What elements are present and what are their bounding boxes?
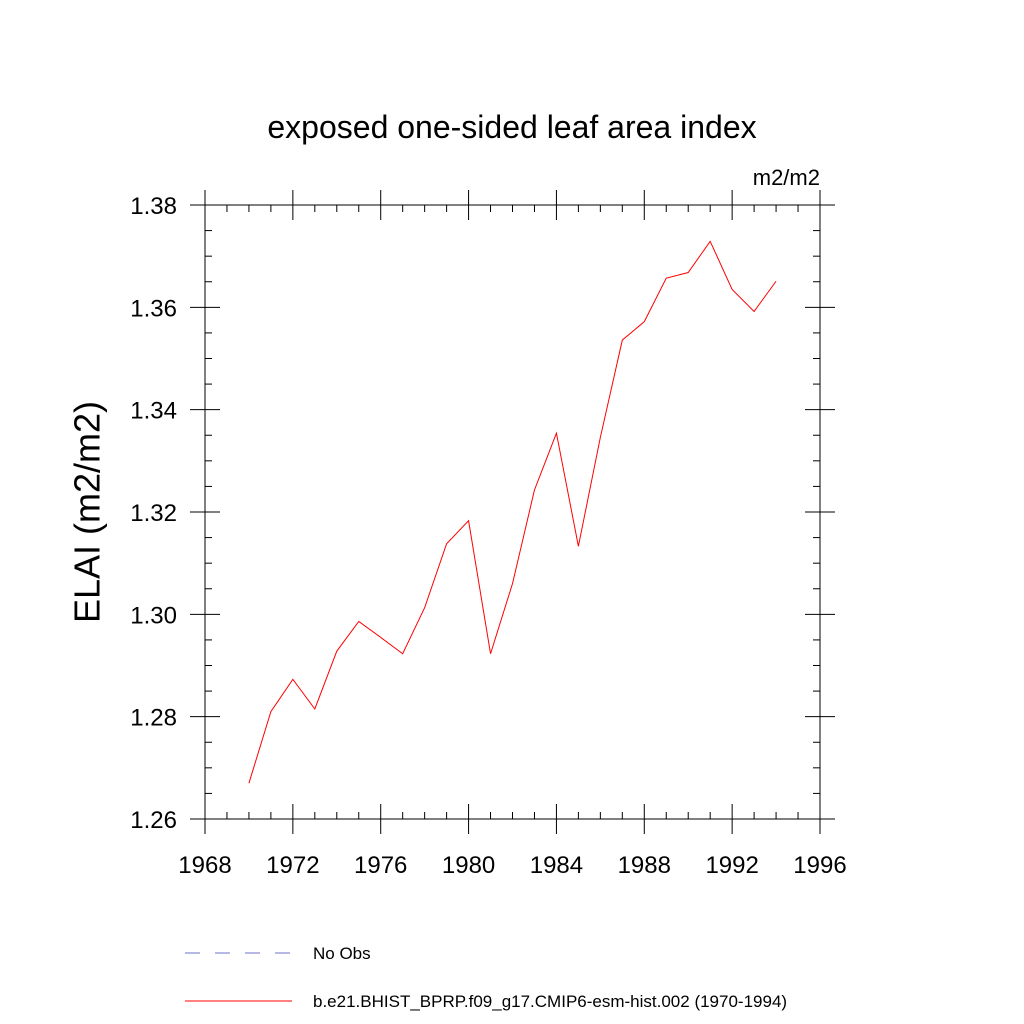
y-tick-label: 1.30 bbox=[130, 602, 177, 629]
series-layer bbox=[248, 240, 777, 784]
y-tick-label: 1.32 bbox=[130, 500, 177, 527]
y-axis-title: ELAI (m2/m2) bbox=[67, 401, 108, 623]
x-tick-labels: 1968 1972 1976 1980 1984 1988 1992 1996 bbox=[178, 852, 846, 879]
x-tick-label: 1988 bbox=[618, 852, 671, 879]
units-label: m2/m2 bbox=[753, 165, 820, 190]
y-tick-label: 1.36 bbox=[130, 295, 177, 322]
x-tick-label: 1996 bbox=[793, 852, 846, 879]
x-tick-label: 1992 bbox=[705, 852, 758, 879]
y-tick-label: 1.26 bbox=[130, 807, 177, 834]
legend-label-no-obs: No Obs bbox=[313, 944, 371, 963]
y-tick-label: 1.38 bbox=[130, 193, 177, 220]
y-axis-title-group: ELAI (m2/m2) bbox=[67, 401, 108, 623]
legend-label-model-run: b.e21.BHIST_BPRP.f09_g17.CMIP6-esm-hist.… bbox=[313, 992, 787, 1011]
axis-ticks bbox=[190, 190, 835, 834]
x-tick-label: 1984 bbox=[530, 852, 583, 879]
y-tick-label: 1.28 bbox=[130, 705, 177, 732]
x-tick-label: 1968 bbox=[178, 852, 231, 879]
plot-frame bbox=[204, 204, 821, 820]
y-tick-labels: 1.26 1.28 1.30 1.32 1.34 1.36 1.38 bbox=[130, 193, 177, 834]
x-tick-label: 1972 bbox=[266, 852, 319, 879]
chart-title: exposed one-sided leaf area index bbox=[267, 109, 756, 145]
x-tick-label: 1980 bbox=[442, 852, 495, 879]
series-line bbox=[248, 240, 777, 784]
legend: No Obs b.e21.BHIST_BPRP.f09_g17.CMIP6-es… bbox=[185, 944, 787, 1011]
x-tick-label: 1976 bbox=[354, 852, 407, 879]
y-tick-label: 1.34 bbox=[130, 398, 177, 425]
